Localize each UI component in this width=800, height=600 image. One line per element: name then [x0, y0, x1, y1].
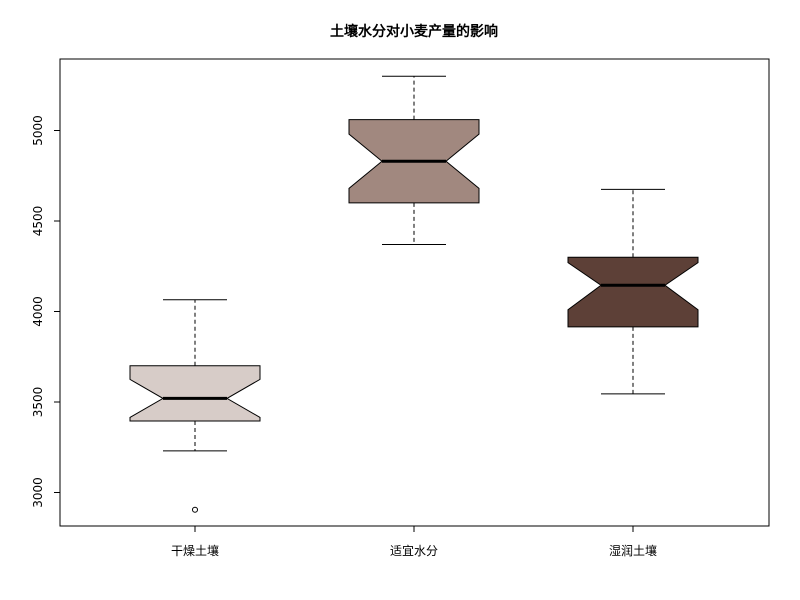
y-tick-label: 4500 — [31, 206, 45, 237]
box-group — [348, 75, 480, 246]
y-tick-label: 3000 — [31, 477, 45, 508]
x-tick-label: 湿润土壤 — [609, 543, 657, 558]
x-tick-label: 适宜水分 — [390, 543, 438, 558]
y-tick-label: 4000 — [31, 296, 45, 327]
boxes-layer — [129, 75, 699, 513]
x-tick-label: 干燥土壤 — [171, 543, 219, 558]
chart-title: 土壤水分对小麦产量的影响 — [330, 23, 498, 40]
plot-frame — [59, 58, 770, 527]
y-tick-label: 5000 — [31, 115, 45, 146]
box-group — [129, 299, 261, 513]
axes-layer: 干燥土壤 适宜水分 湿润土壤 3000 3500 4000 4500 5000 — [31, 115, 657, 558]
notched-box — [567, 256, 699, 328]
outlier-point — [192, 506, 198, 513]
notched-box — [129, 365, 261, 422]
y-tick-label: 3500 — [31, 387, 45, 418]
box-group — [567, 188, 699, 395]
